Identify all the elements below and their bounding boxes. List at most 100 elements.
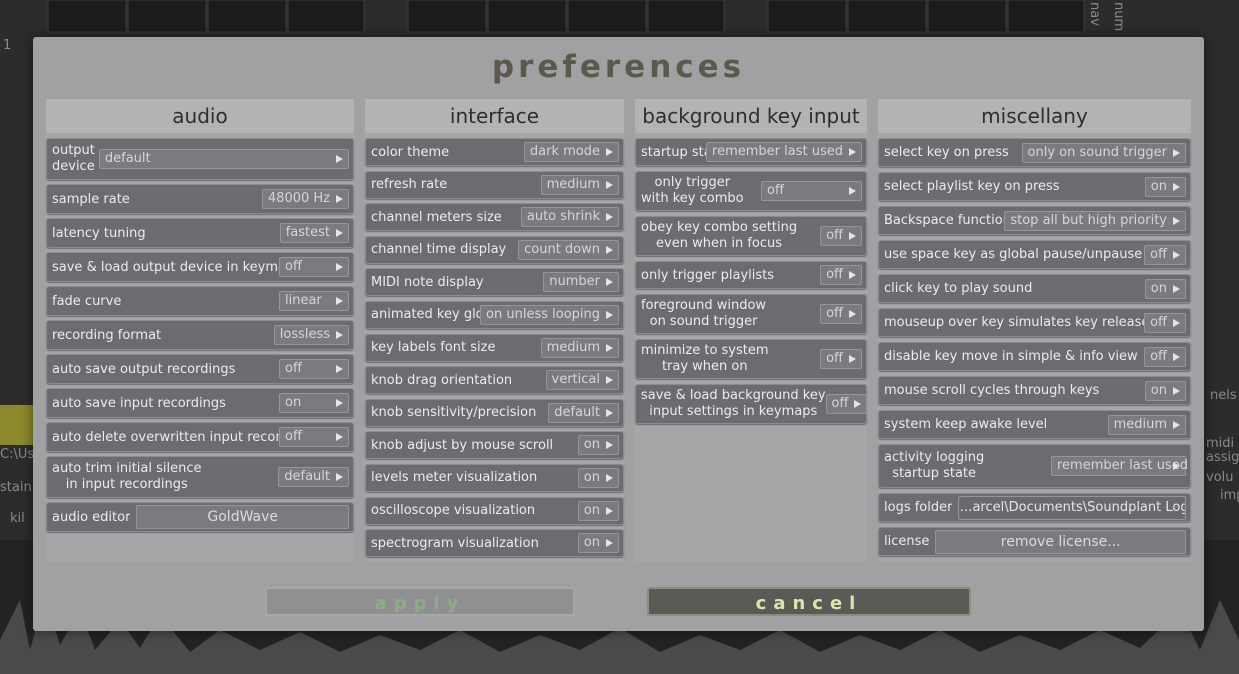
setting-dropdown[interactable]: off (1144, 244, 1186, 265)
setting-dropdown[interactable]: remember last used (1051, 456, 1188, 476)
setting-dropdown[interactable]: dark mode (523, 142, 619, 162)
background-label: midi (1206, 436, 1235, 451)
setting-dropdown[interactable]: off (761, 181, 862, 201)
setting-dropdown[interactable]: on (1144, 176, 1186, 197)
setting-label: logs folder (884, 500, 953, 515)
column-header: background key input (635, 99, 867, 133)
preferences-dialog: preferences apply cancel audio output devi… (33, 37, 1204, 631)
setting-dropdown[interactable]: medium (540, 174, 619, 195)
setting-label: only trigger playlists (641, 267, 775, 283)
setting-dropdown[interactable]: default (548, 402, 619, 423)
column-header: audio (46, 99, 354, 133)
setting-dropdown[interactable]: on (1144, 380, 1186, 401)
setting-row: select key on press only on sound trigger (878, 138, 1191, 167)
label-line: device (52, 159, 95, 174)
setting-dropdown[interactable]: medium (1107, 414, 1186, 435)
setting-dropdown[interactable]: off (820, 226, 862, 246)
setting-button[interactable]: GoldWave (136, 505, 349, 529)
setting-row: license remove license... (878, 527, 1191, 556)
setting-dropdown[interactable]: vertical (545, 370, 619, 391)
setting-label: animated key glow (371, 307, 481, 323)
setting-dropdown[interactable]: off (279, 427, 349, 447)
setting-row: use space key as global pause/unpause off (878, 240, 1191, 269)
setting-dropdown[interactable]: on (577, 533, 619, 554)
setting-dropdown[interactable]: off (279, 359, 349, 379)
setting-label: activity logging startup state (884, 450, 984, 482)
setting-dropdown[interactable]: fastest (279, 223, 349, 243)
setting-row: save & load output device in keymaps off (46, 252, 354, 282)
setting-row: channel time display count down (365, 235, 624, 264)
setting-dropdown[interactable]: count down (518, 239, 619, 260)
setting-dropdown[interactable]: off (820, 304, 862, 324)
setting-dropdown[interactable]: only on sound trigger (1021, 142, 1186, 163)
setting-row: mouse scroll cycles through keys on (878, 376, 1191, 405)
setting-row: only trigger playlists off (635, 261, 867, 289)
setting-label: auto delete overwritten input recordings (52, 429, 279, 445)
setting-dropdown[interactable]: on (1144, 278, 1186, 299)
label-line: startup state (892, 466, 977, 481)
setting-dropdown[interactable]: linear (279, 291, 349, 311)
setting-dropdown[interactable]: on (577, 500, 619, 521)
setting-row: auto save input recordings on (46, 388, 354, 418)
setting-row: activity logging startup state remember la… (878, 444, 1191, 488)
setting-row: auto trim initial silence in input record… (46, 456, 354, 498)
label-line: output (52, 143, 95, 158)
setting-label: audio editor (52, 509, 131, 525)
setting-dropdown[interactable]: off (1144, 312, 1186, 333)
setting-label: foreground window on sound trigger (641, 298, 766, 330)
cancel-button[interactable]: cancel (647, 587, 971, 616)
setting-label: select playlist key on press (884, 179, 1060, 194)
setting-label: refresh rate (371, 177, 448, 193)
setting-dropdown[interactable]: 48000 Hz (261, 189, 349, 209)
setting-row: logs folder …arcel\Documents\Soundplant L… (878, 493, 1191, 522)
setting-dropdown[interactable]: number (543, 272, 619, 293)
setting-dropdown[interactable]: remember last used (706, 142, 862, 162)
setting-dropdown[interactable]: on (279, 393, 349, 413)
setting-dropdown[interactable]: off (279, 257, 349, 277)
setting-row: select playlist key on press on (878, 172, 1191, 201)
setting-dropdown[interactable]: stop all but high priority (1004, 210, 1186, 231)
setting-label: knob sensitivity/precision (371, 405, 537, 421)
setting-label: save & load background key input settings… (641, 388, 826, 420)
setting-dropdown[interactable]: on unless looping (480, 304, 619, 325)
setting-label: system keep awake level (884, 417, 1048, 432)
setting-label: select key on press (884, 145, 1009, 160)
label-line: save & load background key (641, 388, 826, 403)
setting-row: save & load background key input settings… (635, 384, 868, 424)
dialog-title: preferences (491, 49, 746, 85)
setting-dropdown[interactable]: lossless (273, 325, 349, 345)
apply-button[interactable]: apply (265, 587, 575, 616)
setting-row: color theme dark mode (365, 138, 624, 166)
setting-dropdown[interactable]: default (98, 149, 349, 169)
label-line: auto trim initial silence (52, 461, 202, 476)
setting-dropdown[interactable]: auto shrink (520, 207, 619, 228)
setting-button[interactable]: remove license... (935, 529, 1186, 554)
setting-row: sample rate 48000 Hz (46, 184, 354, 214)
setting-dropdown[interactable]: medium (540, 337, 619, 358)
setting-dropdown[interactable]: off (820, 265, 862, 285)
setting-row: minimize to system tray when on off (635, 339, 867, 379)
label-line: foreground window (641, 298, 767, 313)
setting-dropdown[interactable]: off (820, 349, 862, 369)
setting-label: oscilloscope visualization (371, 503, 536, 519)
setting-dropdown[interactable]: on (577, 435, 619, 456)
background-label: 1 (3, 38, 12, 53)
label-line: with key combo (641, 191, 744, 206)
setting-field[interactable]: …arcel\Documents\Soundplant Logs (958, 495, 1186, 520)
setting-row: knob adjust by mouse scroll on (365, 431, 624, 460)
setting-row: latency tuning fastest (46, 218, 354, 248)
setting-label: auto save input recordings (52, 395, 226, 411)
label-line: even when in focus (656, 236, 783, 251)
setting-dropdown[interactable]: on (577, 467, 619, 488)
setting-dropdown[interactable]: default (278, 467, 349, 487)
setting-label: save & load output device in keymaps (52, 259, 279, 275)
setting-row: audio editor GoldWave (46, 502, 354, 532)
setting-label: knob adjust by mouse scroll (371, 437, 554, 453)
label-line: minimize to system (641, 343, 769, 358)
setting-dropdown[interactable]: off (825, 394, 868, 414)
setting-row: system keep awake level medium (878, 410, 1191, 439)
setting-row: Backspace function stop all but high prio… (878, 206, 1191, 235)
setting-dropdown[interactable]: off (1144, 346, 1186, 367)
column-header: miscellany (878, 99, 1191, 133)
